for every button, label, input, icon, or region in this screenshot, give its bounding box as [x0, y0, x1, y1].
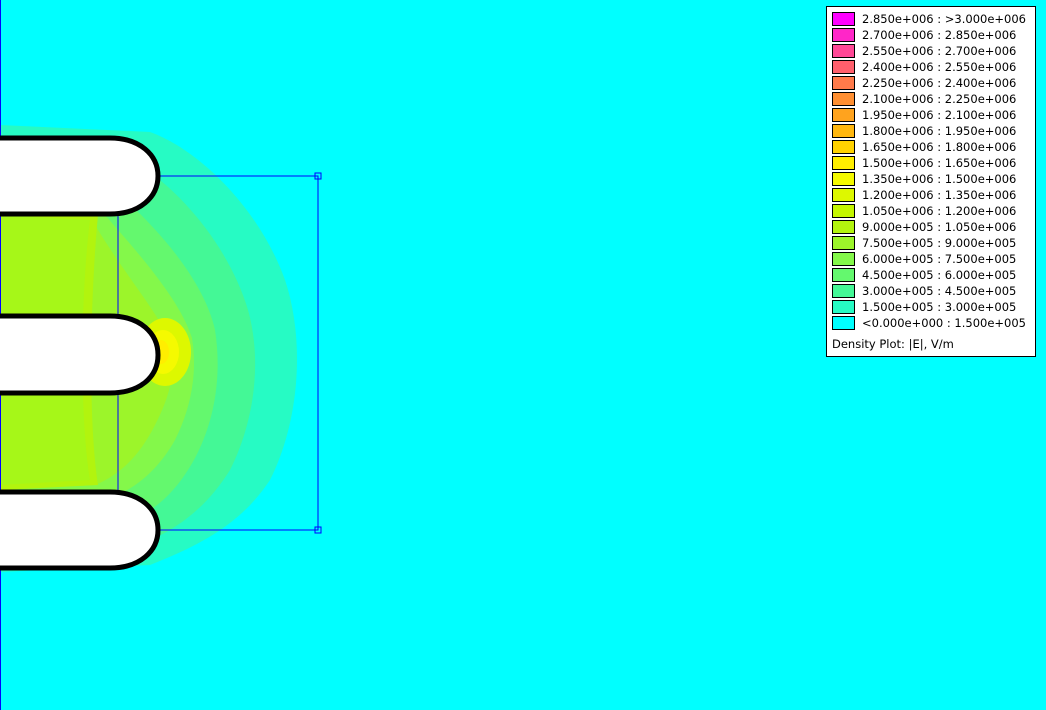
legend-swatch: [832, 316, 855, 330]
legend-label: 1.350e+006 : 1.500e+006: [862, 172, 1016, 186]
legend-label: 3.000e+005 : 4.500e+005: [862, 284, 1016, 298]
legend-swatch: [832, 28, 855, 42]
legend-swatch: [832, 220, 855, 234]
legend-entry: 1.200e+006 : 1.350e+006: [832, 187, 1032, 203]
legend-label: 1.950e+006 : 2.100e+006: [862, 108, 1016, 122]
legend-swatch: [832, 204, 855, 218]
legend-swatch: [832, 124, 855, 138]
legend-entry: 3.000e+005 : 4.500e+005: [832, 283, 1032, 299]
legend-label: 9.000e+005 : 1.050e+006: [862, 220, 1016, 234]
legend-swatch: [832, 92, 855, 106]
legend-entry: 1.050e+006 : 1.200e+006: [832, 203, 1032, 219]
conductor-middle[interactable]: [0, 316, 158, 393]
legend-entry: 1.800e+006 : 1.950e+006: [832, 123, 1032, 139]
legend-swatch: [832, 12, 855, 26]
legend-entry: 2.100e+006 : 2.250e+006: [832, 91, 1032, 107]
legend-label: 2.550e+006 : 2.700e+006: [862, 44, 1016, 58]
legend-swatch: [832, 44, 855, 58]
legend-entry: 6.000e+005 : 7.500e+005: [832, 251, 1032, 267]
legend-entry: 9.000e+005 : 1.050e+006: [832, 219, 1032, 235]
legend-entry: 2.850e+006 : >3.000e+006: [832, 11, 1032, 27]
legend-label: 2.850e+006 : >3.000e+006: [862, 12, 1026, 26]
legend-swatch: [832, 236, 855, 250]
legend-entry: 1.650e+006 : 1.800e+006: [832, 139, 1032, 155]
legend-label: 2.400e+006 : 2.550e+006: [862, 60, 1016, 74]
legend-entry: 2.700e+006 : 2.850e+006: [832, 27, 1032, 43]
legend-swatch: [832, 156, 855, 170]
conductor-top[interactable]: [0, 138, 158, 214]
legend-entry: 7.500e+005 : 9.000e+005: [832, 235, 1032, 251]
legend-entry: 1.950e+006 : 2.100e+006: [832, 107, 1032, 123]
legend-label: 2.700e+006 : 2.850e+006: [862, 28, 1016, 42]
legend-swatch: [832, 108, 855, 122]
legend-swatch: [832, 60, 855, 74]
legend-label: 1.800e+006 : 1.950e+006: [862, 124, 1016, 138]
conductor-bottom[interactable]: [0, 492, 158, 568]
legend-entry: 1.500e+006 : 1.650e+006: [832, 155, 1032, 171]
legend-swatch: [832, 188, 855, 202]
legend-swatch: [832, 268, 855, 282]
legend-swatch: [832, 76, 855, 90]
legend-entry: 1.350e+006 : 1.500e+006: [832, 171, 1032, 187]
legend-entry: <0.000e+000 : 1.500e+005: [832, 315, 1032, 331]
legend-label: 1.650e+006 : 1.800e+006: [862, 140, 1016, 154]
legend-swatch: [832, 252, 855, 266]
legend-label: 6.000e+005 : 7.500e+005: [862, 252, 1016, 266]
legend-label: 7.500e+005 : 9.000e+005: [862, 236, 1016, 250]
legend-entry: 4.500e+005 : 6.000e+005: [832, 267, 1032, 283]
legend-swatch: [832, 300, 855, 314]
legend-label: 1.500e+006 : 1.650e+006: [862, 156, 1016, 170]
legend-label: 1.200e+006 : 1.350e+006: [862, 188, 1016, 202]
legend-label: 2.100e+006 : 2.250e+006: [862, 92, 1016, 106]
legend-swatch: [832, 140, 855, 154]
legend-caption: Density Plot: |E|, V/m: [832, 337, 954, 351]
legend-swatch: [832, 284, 855, 298]
legend-entry: 2.550e+006 : 2.700e+006: [832, 43, 1032, 59]
legend-label: <0.000e+000 : 1.500e+005: [862, 316, 1026, 330]
legend-entry: 2.400e+006 : 2.550e+006: [832, 59, 1032, 75]
legend-label: 4.500e+005 : 6.000e+005: [862, 268, 1016, 282]
legend-swatch: [832, 172, 855, 186]
legend-label: 2.250e+006 : 2.400e+006: [862, 76, 1016, 90]
legend-label: 1.050e+006 : 1.200e+006: [862, 204, 1016, 218]
legend-label: 1.500e+005 : 3.000e+005: [862, 300, 1016, 314]
density-legend: 2.850e+006 : >3.000e+006 2.700e+006 : 2.8…: [826, 6, 1036, 357]
legend-entry: 2.250e+006 : 2.400e+006: [832, 75, 1032, 91]
legend-entry: 1.500e+005 : 3.000e+005: [832, 299, 1032, 315]
